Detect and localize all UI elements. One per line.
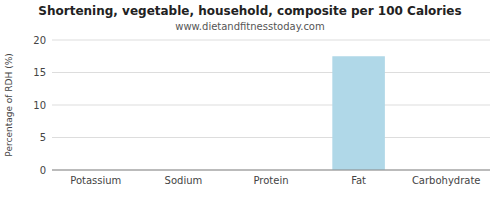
y-tick-label: 15 [33, 67, 46, 78]
bars [332, 56, 385, 170]
x-tick-label: Protein [253, 175, 288, 186]
x-tick-label: Sodium [165, 175, 203, 186]
y-axis: 0 5 10 15 20 [33, 35, 490, 176]
x-tick-label: Fat [351, 175, 366, 186]
x-tick-label: Potassium [70, 175, 121, 186]
chart-svg: Shortening, vegetable, household, compos… [0, 0, 500, 200]
bar [332, 56, 385, 170]
grid-line [52, 72, 490, 73]
y-tick-label: 20 [33, 35, 46, 46]
y-tick-label: 0 [40, 165, 46, 176]
title: Shortening, vegetable, household, compos… [38, 4, 461, 18]
x-tick-label: Carbohydrate [412, 175, 481, 186]
chart-container: Shortening, vegetable, household, compos… [0, 0, 500, 200]
subtitle: www.dietandfitnesstoday.com [175, 21, 324, 32]
x-axis-line [52, 170, 490, 171]
y-tick-label: 10 [33, 100, 46, 111]
grid-line [52, 40, 490, 41]
x-axis: Potassium Sodium Protein Fat Carbohydrate [70, 175, 480, 186]
y-axis-label: Percentage of RDH (%) [4, 53, 14, 156]
grid-line [52, 137, 490, 138]
y-tick-label: 5 [40, 132, 46, 143]
grid-line [52, 105, 490, 106]
grid-line [52, 170, 490, 171]
